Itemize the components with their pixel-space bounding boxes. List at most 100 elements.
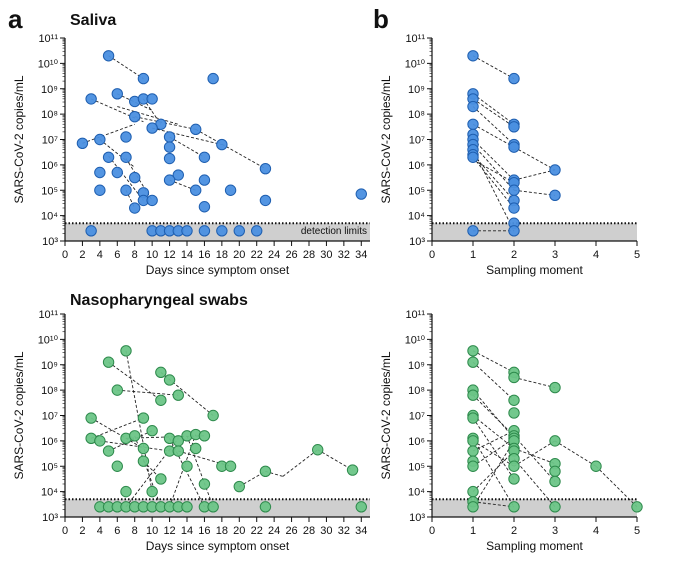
connector-line bbox=[472, 389, 515, 439]
data-point bbox=[137, 412, 150, 424]
y-axis-label: SARS-CoV-2 copies/mL bbox=[379, 75, 393, 203]
data-point bbox=[163, 152, 176, 165]
data-point bbox=[190, 123, 202, 136]
chart-np_moment: 10³ 10⁴ 10⁵ 10⁶ 10⁷ 10⁸ 10⁹ 10¹⁰ 10¹¹ 0 1 2 3 4 5 Sampl… bbox=[379, 309, 643, 553]
data-point bbox=[198, 225, 211, 237]
x-tick-label: 28 bbox=[303, 525, 315, 537]
y-tick-label: 10¹¹ bbox=[405, 309, 425, 321]
y-tick-label: 10⁴ bbox=[41, 487, 58, 499]
connector-line bbox=[152, 127, 222, 146]
connector-line bbox=[472, 437, 515, 467]
connector-line bbox=[513, 189, 556, 196]
data-point bbox=[508, 184, 520, 196]
data-point bbox=[508, 141, 520, 153]
data-point bbox=[216, 225, 228, 237]
data-point bbox=[549, 465, 561, 478]
x-tick-label: 14 bbox=[181, 525, 193, 537]
panel-letter-b: b bbox=[373, 4, 389, 34]
data-point bbox=[467, 118, 479, 130]
data-point bbox=[467, 225, 479, 237]
x-tick-label: 16 bbox=[198, 525, 210, 537]
data-point bbox=[508, 460, 520, 472]
data-point bbox=[172, 445, 184, 457]
y-tick-label: 10¹⁰ bbox=[405, 334, 426, 346]
data-point bbox=[111, 460, 123, 472]
data-point bbox=[120, 151, 132, 163]
data-point bbox=[508, 473, 520, 485]
data-point bbox=[155, 394, 167, 406]
connector-line bbox=[90, 417, 144, 449]
y-tick-label: 10⁸ bbox=[408, 385, 425, 397]
data-point bbox=[549, 501, 561, 513]
connector-line bbox=[513, 169, 556, 181]
data-point bbox=[346, 464, 359, 476]
x-tick-label: 32 bbox=[338, 249, 350, 261]
y-tick-label: 10⁴ bbox=[408, 487, 425, 499]
x-tick-label: 3 bbox=[552, 525, 558, 537]
data-point bbox=[508, 394, 520, 406]
x-tick-label: 0 bbox=[62, 249, 68, 261]
data-point bbox=[94, 166, 106, 179]
y-tick-label: 10⁸ bbox=[41, 109, 58, 121]
connector-line bbox=[513, 440, 556, 467]
y-tick-label: 10⁵ bbox=[41, 185, 58, 197]
x-tick-label: 10 bbox=[146, 525, 158, 537]
data-point bbox=[146, 122, 158, 134]
data-point bbox=[120, 345, 132, 357]
connector-line bbox=[472, 159, 515, 184]
data-point bbox=[467, 389, 479, 401]
data-point bbox=[259, 194, 272, 207]
y-tick-label: 10³ bbox=[42, 236, 58, 248]
data-point bbox=[190, 442, 202, 455]
data-point bbox=[467, 445, 479, 457]
data-point bbox=[94, 435, 106, 447]
y-tick-label: 10⁷ bbox=[409, 411, 425, 423]
connector-line bbox=[472, 361, 515, 401]
y-tick-label: 10⁹ bbox=[41, 360, 58, 372]
connector-line bbox=[169, 136, 205, 158]
y-tick-label: 10⁷ bbox=[409, 135, 425, 147]
y-tick-label: 10¹¹ bbox=[38, 33, 58, 45]
data-point bbox=[508, 72, 520, 85]
data-point bbox=[549, 189, 561, 202]
data-point bbox=[198, 201, 211, 213]
connector-line bbox=[513, 146, 556, 171]
y-axis-label: SARS-CoV-2 copies/mL bbox=[379, 351, 393, 479]
x-tick-label: 2 bbox=[79, 249, 85, 261]
data-point bbox=[549, 475, 561, 488]
connector-line bbox=[472, 501, 515, 508]
x-tick-label: 2 bbox=[511, 525, 517, 537]
connector-line bbox=[472, 93, 515, 125]
data-point bbox=[508, 501, 520, 513]
y-tick-label: 10⁷ bbox=[42, 135, 58, 147]
connector-line bbox=[108, 155, 144, 201]
y-tick-label: 10³ bbox=[409, 512, 425, 524]
connector-line bbox=[472, 417, 515, 480]
connector-line bbox=[472, 55, 515, 79]
x-tick-label: 0 bbox=[429, 525, 435, 537]
data-point bbox=[129, 202, 141, 214]
data-point bbox=[102, 151, 115, 163]
x-tick-label: 4 bbox=[593, 525, 599, 537]
x-tick-label: 18 bbox=[216, 525, 228, 537]
data-point bbox=[216, 138, 228, 151]
connector-line bbox=[472, 438, 515, 508]
data-point bbox=[508, 225, 520, 237]
x-tick-label: 30 bbox=[320, 249, 332, 261]
connector-line bbox=[108, 361, 162, 401]
x-tick-label: 20 bbox=[233, 249, 245, 261]
data-point bbox=[146, 93, 158, 105]
data-point bbox=[355, 188, 367, 200]
data-point bbox=[207, 501, 219, 513]
x-tick-label: 22 bbox=[251, 249, 263, 261]
data-point bbox=[508, 121, 520, 133]
data-point bbox=[85, 412, 97, 424]
data-point bbox=[467, 460, 479, 472]
connector-line bbox=[472, 430, 515, 452]
connector-line bbox=[317, 449, 353, 471]
data-point bbox=[549, 164, 561, 176]
detection-band bbox=[432, 499, 637, 517]
x-tick-label: 34 bbox=[355, 525, 367, 537]
data-point bbox=[355, 501, 367, 513]
data-point bbox=[590, 460, 602, 472]
